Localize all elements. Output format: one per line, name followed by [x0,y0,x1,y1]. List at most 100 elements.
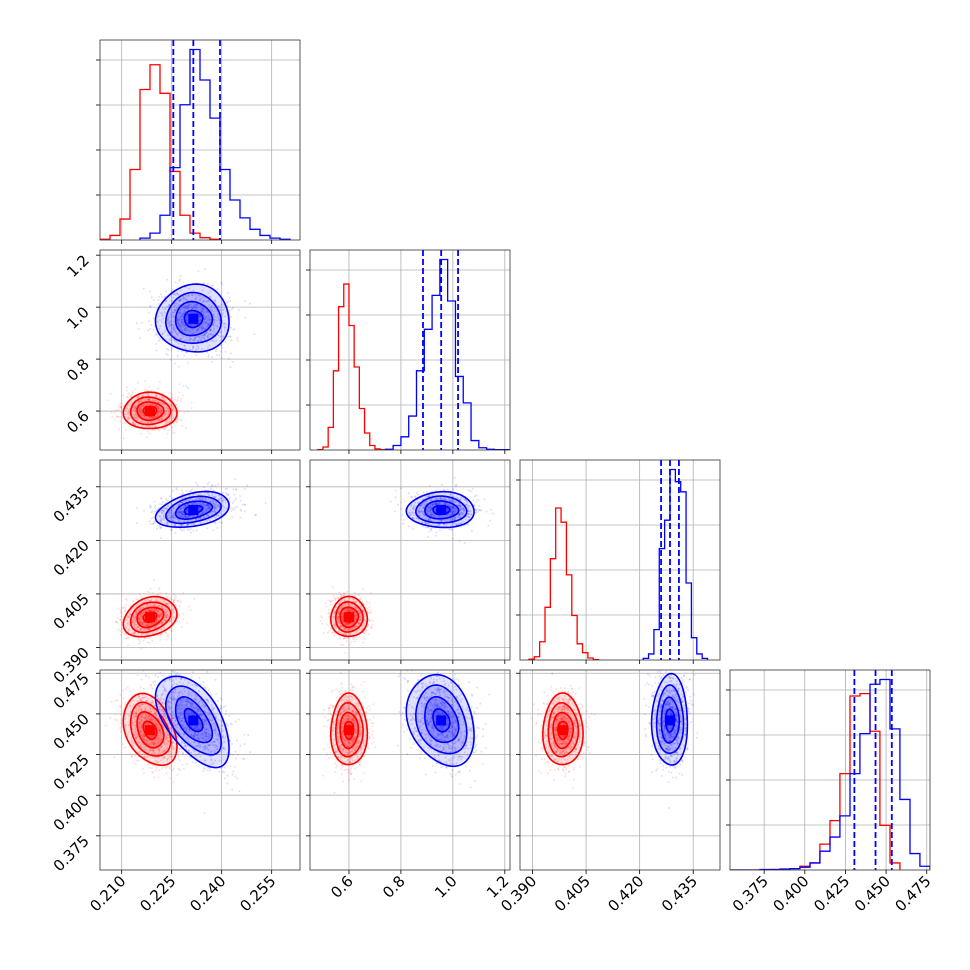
x-tick-label: 0.210 [86,872,129,915]
ticks-4-1 [96,672,273,874]
histogram-series-1 [100,64,221,240]
density-peak-series-1 [145,612,155,623]
axes-frame [519,459,721,661]
histogram-series-2 [730,678,930,870]
contour-series-1 [122,391,178,430]
contour-series-1 [136,711,165,749]
contour-series-2 [174,696,214,744]
ticks-4-2 [306,672,506,874]
contour-series-2 [660,696,681,744]
contour-series-2 [154,675,230,769]
contour-series-1 [547,701,580,758]
density-peak-series-2 [665,715,675,726]
scatter-points-series-2 [396,670,491,789]
contour-series-2 [432,708,451,733]
contour-series-2 [183,707,204,733]
contour-series-2 [424,695,460,744]
contour-series-2 [174,500,214,520]
contour-series-2 [154,283,230,353]
x-tick-label: 0.425 [810,872,853,915]
contour-series-1 [339,606,360,629]
y-tick-label: 1.2 [63,251,93,281]
axes-frame [99,249,301,451]
contour-series-2 [165,685,222,756]
y-tick-label: 0.8 [63,355,93,385]
density-peak-series-2 [436,505,447,515]
contour-series-2 [415,684,468,755]
contour-series-2 [405,673,475,768]
contour-series-2 [424,500,460,520]
x-tick-label: 0.435 [658,872,701,915]
contour-series-2 [655,684,685,755]
scatter-panel-4-1 [99,669,301,871]
contour-series-1 [129,396,172,426]
contour-series-1 [329,692,369,766]
ticks-2-2 [348,450,506,454]
contour-series-2 [165,291,222,344]
y-tick-label: 0.405 [50,590,93,633]
ticks-2-1 [96,254,273,454]
y-tick-label: 0.435 [50,483,93,526]
contour-series-1 [339,711,360,750]
axes-frame [309,249,511,451]
contour-series-2 [174,300,214,337]
density-peak-series-1 [343,612,354,623]
density-peak-series-1 [145,725,155,736]
contour-series-2 [405,490,475,529]
density-peak-series-2 [188,505,199,515]
ticks-4-3 [516,672,694,874]
axes-frame [99,39,301,241]
x-tick-label: 0.8 [379,872,409,902]
histogram-series-2 [139,48,291,240]
density-peak-series-1 [343,725,354,736]
contour-series-2 [183,309,204,329]
contour-series-2 [154,490,230,528]
histogram-series-1 [730,692,901,870]
contour-series-1 [343,611,355,624]
ticks-3-1 [96,486,273,664]
y-tick-label: 0.400 [50,791,93,834]
axes-frame [519,669,721,871]
x-tick-label: 0.375 [729,872,772,915]
y-tick-label: 0.420 [50,536,93,579]
contour-series-2 [183,504,204,516]
y-tick-label: 0.375 [50,832,93,875]
ticks-4-4 [763,870,928,874]
x-tick-label: 1.0 [431,872,461,902]
scatter-panel-3-2 [309,459,511,661]
contour-series-1 [334,701,364,758]
y-tick-label: 0.450 [50,710,93,753]
scatter-panel-2-1 [99,249,301,451]
axes-frame [729,669,931,871]
contour-series-1 [136,401,165,422]
contour-series-1 [329,595,369,638]
histogram-series-2 [642,468,709,660]
x-tick-label: 0.450 [851,872,894,915]
contour-series-1 [334,601,364,633]
axes-frame [309,459,511,661]
histogram-series-2 [384,258,510,450]
density-peak-series-2 [188,715,199,726]
ticks-1-1 [121,240,273,244]
x-tick-label: 0.240 [186,872,229,915]
x-tick-label: 0.420 [604,872,647,915]
contour-series-2 [650,672,689,766]
scatter-points-series-2 [135,478,267,539]
contour-series-2 [432,504,451,516]
density-peak-series-1 [557,725,568,736]
contour-series-1 [557,720,569,741]
ticks-3-3 [532,660,694,664]
density-peak-series-2 [436,715,447,726]
x-tick-label: 0.475 [891,872,934,915]
histogram-panel-4 [726,669,931,871]
contour-series-1 [122,595,178,638]
histogram-series-1 [317,283,386,450]
contour-series-2 [415,495,468,524]
density-peak-series-2 [188,313,199,324]
contour-series-2 [664,708,676,733]
axes-frame [309,669,511,871]
contour-series-1 [142,611,158,624]
density-peak-series-1 [145,406,155,417]
scatter-points-series-2 [643,670,699,809]
